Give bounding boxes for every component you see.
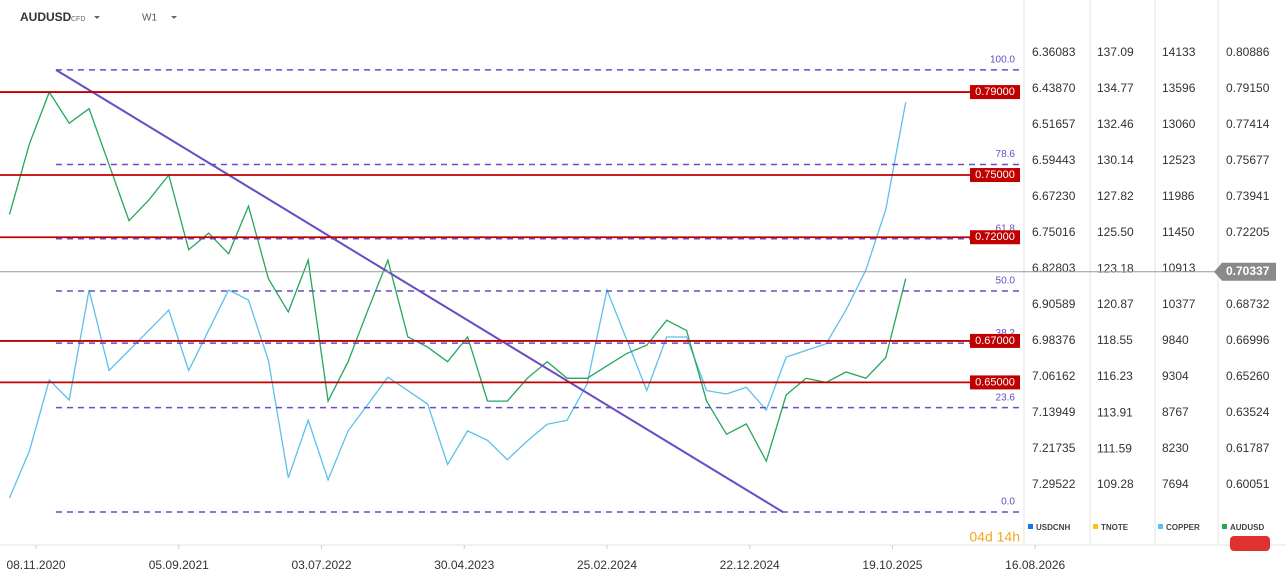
y-tick-label: 0.79150: [1226, 81, 1270, 95]
y-tick-label: 0.75677: [1226, 153, 1270, 167]
y-tick-label: 6.59443: [1032, 153, 1076, 167]
level-label: 0.65000: [975, 376, 1015, 388]
y-tick-label: 7.29522: [1032, 477, 1076, 491]
trend-line: [55, 69, 784, 513]
y-tick-label: 6.43870: [1032, 81, 1076, 95]
legend-swatch: [1158, 524, 1163, 529]
y-tick-label: 6.98376: [1032, 333, 1076, 347]
symbol[interactable]: AUDUSD: [20, 10, 72, 24]
level-tag: [970, 168, 1020, 183]
y-tick-label: 0.60051: [1226, 477, 1270, 491]
level-label: 0.72000: [975, 231, 1015, 243]
y-tick-label: 7.21735: [1032, 441, 1076, 455]
y-tick-label: 125.50: [1097, 225, 1134, 239]
last-price-label: 0.70337: [1226, 264, 1270, 278]
x-tick-label: 03.07.2022: [291, 558, 351, 572]
level-tag: [970, 85, 1020, 100]
y-tick-label: 109.28: [1097, 477, 1134, 491]
legend-label: AUDUSD: [1230, 523, 1264, 532]
price-line: [8, 102, 907, 499]
y-tick-label: 6.36083: [1032, 45, 1076, 59]
y-tick-label: 9840: [1162, 333, 1189, 347]
header: AUDUSD CFD W1: [20, 10, 177, 24]
y-tick-label: 14133: [1162, 45, 1196, 59]
last-price-tag: [1214, 262, 1276, 281]
y-tick-label: 132.46: [1097, 117, 1134, 131]
timeframe-dropdown[interactable]: [171, 16, 177, 19]
level-tag: [970, 333, 1020, 348]
countdown: 04d 14h: [969, 529, 1020, 545]
y-tick-label: 0.63524: [1226, 405, 1270, 419]
y-tick-label: 6.51657: [1032, 117, 1076, 131]
fib-label: 50.0: [996, 276, 1016, 287]
y-tick-label: 11986: [1162, 189, 1195, 203]
y-tick-label: 0.61787: [1226, 441, 1270, 455]
y-tick-label: 120.87: [1097, 297, 1134, 311]
y-tick-label: 134.77: [1097, 81, 1134, 95]
instrument-type: CFD: [71, 16, 85, 23]
x-tick-label: 05.09.2021: [149, 558, 209, 572]
y-tick-label: 8767: [1162, 405, 1189, 419]
fib-label: 61.8: [996, 223, 1016, 234]
legend-label: USDCNH: [1036, 523, 1070, 532]
level-tag: [970, 230, 1020, 245]
y-tick-label: 8230: [1162, 441, 1189, 455]
y-tick-label: 0.66996: [1226, 333, 1270, 347]
y-tick-label: 6.90589: [1032, 297, 1076, 311]
fib-label: 23.6: [996, 392, 1016, 403]
legend-label: TNOTE: [1101, 523, 1129, 532]
y-tick-label: 12523: [1162, 153, 1196, 167]
y-tick-label: 0.65260: [1226, 369, 1270, 383]
y-tick-label: 6.67230: [1032, 189, 1076, 203]
x-tick-label: 25.02.2024: [577, 558, 637, 572]
legend-swatch: [1093, 524, 1098, 529]
action-button[interactable]: [1230, 536, 1270, 551]
y-tick-label: 113.91: [1097, 405, 1133, 419]
fib-label: 38.2: [996, 328, 1016, 339]
y-tick-label: 10913: [1162, 261, 1196, 275]
y-tick-label: 0.80886: [1226, 45, 1270, 59]
x-tick-label: 08.11.2020: [6, 558, 65, 572]
y-tick-label: 6.82803: [1032, 261, 1076, 275]
y-tick-label: 13060: [1162, 117, 1196, 131]
y-tick-label: 118.55: [1097, 333, 1133, 347]
level-tag: [970, 375, 1020, 390]
y-tick-label: 0.72205: [1226, 225, 1270, 239]
y-tick-label: 7694: [1162, 477, 1189, 491]
level-label: 0.75000: [975, 169, 1015, 181]
x-tick-label: 22.12.2024: [720, 558, 780, 572]
fib-label: 100.0: [990, 55, 1015, 66]
fib-label: 78.6: [996, 149, 1016, 160]
y-tick-label: 111.59: [1097, 441, 1132, 455]
x-tick-label: 19.10.2025: [862, 558, 922, 572]
y-tick-label: 7.13949: [1032, 405, 1076, 419]
y-tick-label: 9304: [1162, 369, 1189, 383]
symbol-dropdown[interactable]: [94, 16, 100, 19]
level-label: 0.79000: [975, 86, 1015, 98]
y-tick-label: 116.23: [1097, 369, 1133, 383]
y-tick-label: 0.68732: [1226, 297, 1270, 311]
level-label: 0.67000: [975, 335, 1015, 347]
y-tick-label: 127.82: [1097, 189, 1134, 203]
timeframe[interactable]: W1: [142, 13, 157, 24]
y-tick-label: 130.14: [1097, 153, 1134, 167]
legend-swatch: [1222, 524, 1227, 529]
x-tick-label: 16.08.2026: [1005, 558, 1065, 572]
y-tick-label: 7.06162: [1032, 369, 1076, 383]
y-tick-label: 0.77414: [1226, 117, 1270, 131]
price-line: [8, 90, 907, 463]
y-tick-label: 6.75016: [1032, 225, 1076, 239]
y-tick-label: 123.18: [1097, 261, 1134, 275]
x-tick-label: 30.04.2023: [434, 558, 494, 572]
y-tick-label: 10377: [1162, 297, 1196, 311]
legend-label: COPPER: [1166, 523, 1200, 532]
y-tick-label: 137.09: [1097, 45, 1134, 59]
legend-swatch: [1028, 524, 1033, 529]
fib-label: 0.0: [1001, 497, 1015, 508]
y-tick-label: 0.73941: [1226, 189, 1270, 203]
y-tick-label: 11450: [1162, 225, 1195, 239]
y-tick-label: 13596: [1162, 81, 1196, 95]
